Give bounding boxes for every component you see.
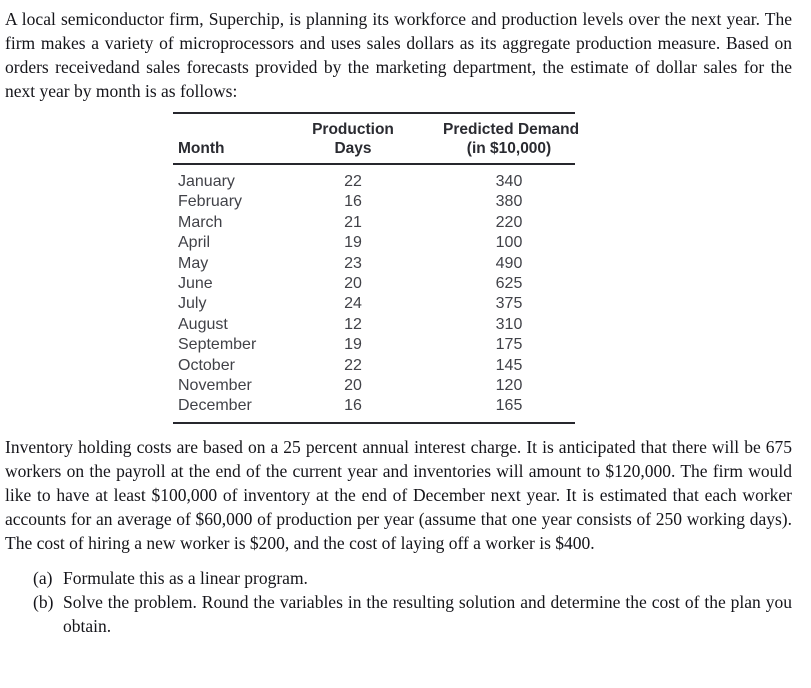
days-cell: 22	[344, 356, 362, 374]
column-header-predicted-demand-line2: (in $10,000)	[466, 140, 552, 157]
column-header-production-days-line2: Days	[334, 140, 372, 157]
table-header-separator-rule	[173, 163, 575, 165]
demand-cell: 625	[495, 274, 523, 292]
questions-list: (a) Formulate this as a linear program. …	[5, 566, 792, 638]
month-cell: December	[178, 397, 252, 415]
month-cell: May	[178, 254, 209, 272]
demand-cell: 340	[495, 173, 523, 190]
demand-cell: 375	[495, 295, 523, 313]
table-row: December 16 165	[173, 396, 575, 416]
column-header-production-days-line1: Production	[312, 121, 394, 138]
month-cell: September	[178, 336, 257, 354]
month-cell: January	[178, 173, 235, 190]
column-header-production-days: Production Days	[298, 120, 408, 158]
demand-cell: 145	[495, 356, 523, 374]
days-cell: 16	[344, 193, 362, 211]
days-cell: 19	[344, 234, 362, 252]
month-cell: July	[178, 295, 207, 313]
days-cell: 19	[344, 336, 362, 354]
table-row: October 22 145	[173, 356, 575, 376]
table-header-row: Month Production Days Predicted Demand (…	[173, 114, 579, 163]
days-cell: 16	[344, 397, 362, 415]
demand-cell: 380	[495, 193, 523, 211]
table-row: August 12 310	[173, 315, 575, 335]
days-cell: 20	[344, 376, 362, 394]
table-row: September 19 175	[173, 335, 575, 355]
table-body: January 22 340 February 16 380 March 21 …	[173, 165, 575, 422]
question-b-text: Solve the problem. Round the variables i…	[63, 591, 792, 636]
question-a-text: Formulate this as a linear program.	[63, 567, 308, 588]
days-cell: 12	[344, 315, 362, 333]
month-cell: February	[178, 193, 243, 211]
demand-cell: 120	[495, 376, 523, 394]
table-row: February 16 380	[173, 192, 575, 212]
demand-cell: 165	[495, 397, 523, 415]
demand-cell: 220	[495, 213, 523, 231]
month-cell: August	[178, 315, 228, 333]
column-header-predicted-demand-line1: Predicted Demand	[443, 121, 580, 138]
table-row: November 20 120	[173, 376, 575, 396]
intro-paragraph: A local semiconductor firm, Superchip, i…	[5, 9, 792, 101]
month-cell: April	[178, 234, 211, 252]
demand-table: Month Production Days Predicted Demand (…	[173, 112, 579, 424]
days-cell: 20	[344, 274, 362, 292]
table-row: April 19 100	[173, 233, 575, 253]
question-a-label: (a)	[33, 567, 53, 588]
days-cell: 23	[344, 254, 362, 272]
question-b: (b) Solve the problem. Round the variabl…	[5, 590, 792, 638]
days-cell: 22	[344, 173, 362, 190]
days-cell: 24	[344, 295, 362, 313]
demand-cell: 175	[495, 336, 523, 354]
month-cell: October	[178, 356, 235, 374]
table-row: May 23 490	[173, 254, 575, 274]
demand-cell: 100	[495, 234, 523, 252]
demand-cell: 310	[495, 315, 523, 333]
month-cell: November	[178, 376, 252, 394]
month-cell: March	[178, 213, 223, 231]
question-b-label: (b)	[33, 591, 54, 612]
column-header-predicted-demand: Predicted Demand (in $10,000)	[408, 120, 579, 158]
table-bottom-rule	[173, 421, 575, 424]
table-row: June 20 625	[173, 274, 575, 294]
demand-cell: 490	[495, 254, 523, 272]
question-a: (a) Formulate this as a linear program.	[5, 566, 792, 590]
days-cell: 21	[344, 213, 362, 231]
month-cell: June	[178, 274, 213, 292]
table-top-rule	[173, 112, 575, 114]
table-row: January 22 340	[173, 172, 575, 192]
table-row: March 21 220	[173, 213, 575, 233]
column-header-month: Month	[178, 140, 225, 157]
details-paragraph: Inventory holding costs are based on a 2…	[5, 436, 792, 553]
table-row: July 24 375	[173, 294, 575, 314]
